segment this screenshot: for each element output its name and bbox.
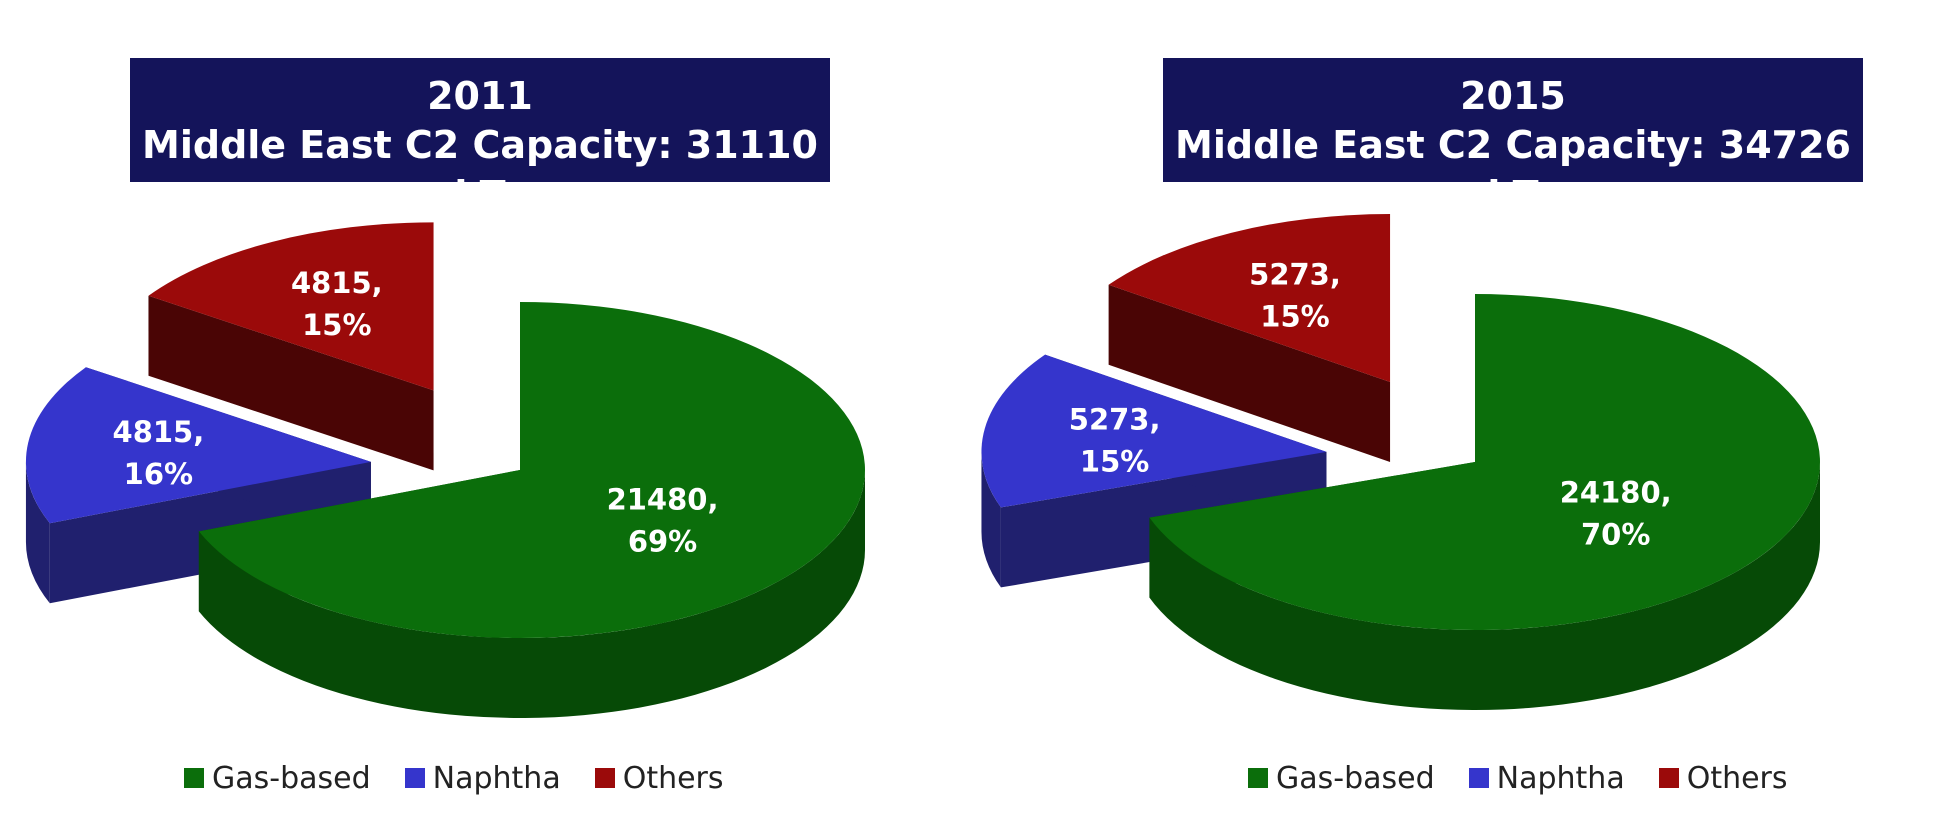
legend-label: Others <box>622 760 724 796</box>
chart-panel-2011: 2011 Middle East C2 Capacity: 31110 kT 4… <box>25 58 866 796</box>
data-label-value: 24180, <box>1560 476 1672 510</box>
pie-slice-side <box>198 470 866 719</box>
data-label-value: 21480, <box>607 482 719 516</box>
data-label-percent: 70% <box>1581 518 1650 552</box>
pie-slice-gas-based: 21480, 69% <box>198 302 866 719</box>
legend-item-naphtha: Naphtha <box>404 760 561 796</box>
chart-title: 2015 <box>1460 74 1566 118</box>
legend-label: Naphtha <box>1496 760 1625 796</box>
data-label-percent: 16% <box>124 457 193 491</box>
pie-slice-top <box>25 367 371 524</box>
pie-slice-top <box>981 354 1327 508</box>
legend-item-gas-based: Gas-based <box>184 761 371 796</box>
legend-item-naphtha: Naphtha <box>1468 760 1625 796</box>
legend-swatch-gas-based <box>184 768 204 788</box>
pie-chart-2011: 4815, 15% 4815, 16% 21480, 69% <box>25 222 866 719</box>
legend-swatch-gas-based <box>1248 768 1268 788</box>
pie-slice-top <box>148 222 434 391</box>
pie-slice-gas-based: 24180, 70% <box>1149 294 1820 710</box>
legend-item-others: Others <box>1658 760 1788 796</box>
pie-chart-2015: 5273, 15% 5273, 15% 24180, 70% <box>981 213 1820 710</box>
legend-swatch-naphtha <box>1468 768 1489 788</box>
data-label-value: 5273, <box>1069 402 1161 436</box>
legend-item-gas-based: Gas-based <box>1248 761 1435 796</box>
legend-label: Others <box>1686 760 1788 796</box>
data-label-value: 4815, <box>113 415 205 449</box>
data-label-percent: 15% <box>302 308 371 342</box>
legend-swatch-others <box>1658 768 1679 788</box>
chart-subtitle: Middle East C2 Capacity: 34726 kT <box>1175 123 1851 217</box>
chart-title: 2011 <box>427 74 533 118</box>
pie-slice-side <box>1149 462 1820 710</box>
legend-label: Naphtha <box>432 760 561 796</box>
pie-slice-others: 5273, 15% <box>1108 213 1391 462</box>
chart-title-box: 2015 Middle East C2 Capacity: 34726 kT <box>1163 58 1863 217</box>
legend-label: Gas-based <box>212 760 371 796</box>
data-label-percent: 69% <box>628 524 697 558</box>
data-label-value: 4815, <box>291 266 383 300</box>
chart-title-box: 2011 Middle East C2 Capacity: 31110 kT <box>130 58 830 217</box>
pie-slice-side <box>25 461 50 604</box>
pie-slice-top <box>198 302 866 638</box>
pie-slice-wall <box>148 295 434 471</box>
pie-slice-top <box>1149 294 1820 631</box>
data-label-value: 5273, <box>1249 257 1341 291</box>
legend-swatch-naphtha <box>404 768 425 788</box>
legend-item-others: Others <box>594 760 724 796</box>
pie-slice-wall <box>1108 284 1391 462</box>
chart-legend: Gas-based Naphtha Others <box>184 760 724 796</box>
data-label-percent: 15% <box>1080 444 1149 478</box>
chart-panel-2015: 2015 Middle East C2 Capacity: 34726 kT 5… <box>977 0 1954 834</box>
pie-slice-side <box>981 451 1001 588</box>
legend-swatch-others <box>594 768 615 788</box>
chart-legend: Gas-based Naphtha Others <box>1248 760 1788 796</box>
pie-slice-others: 4815, 15% <box>148 222 434 471</box>
pie-slice-top <box>1108 213 1391 382</box>
chart-subtitle: Middle East C2 Capacity: 31110 kT <box>142 123 818 217</box>
legend-label: Gas-based <box>1276 760 1435 796</box>
data-label-percent: 15% <box>1260 299 1329 333</box>
